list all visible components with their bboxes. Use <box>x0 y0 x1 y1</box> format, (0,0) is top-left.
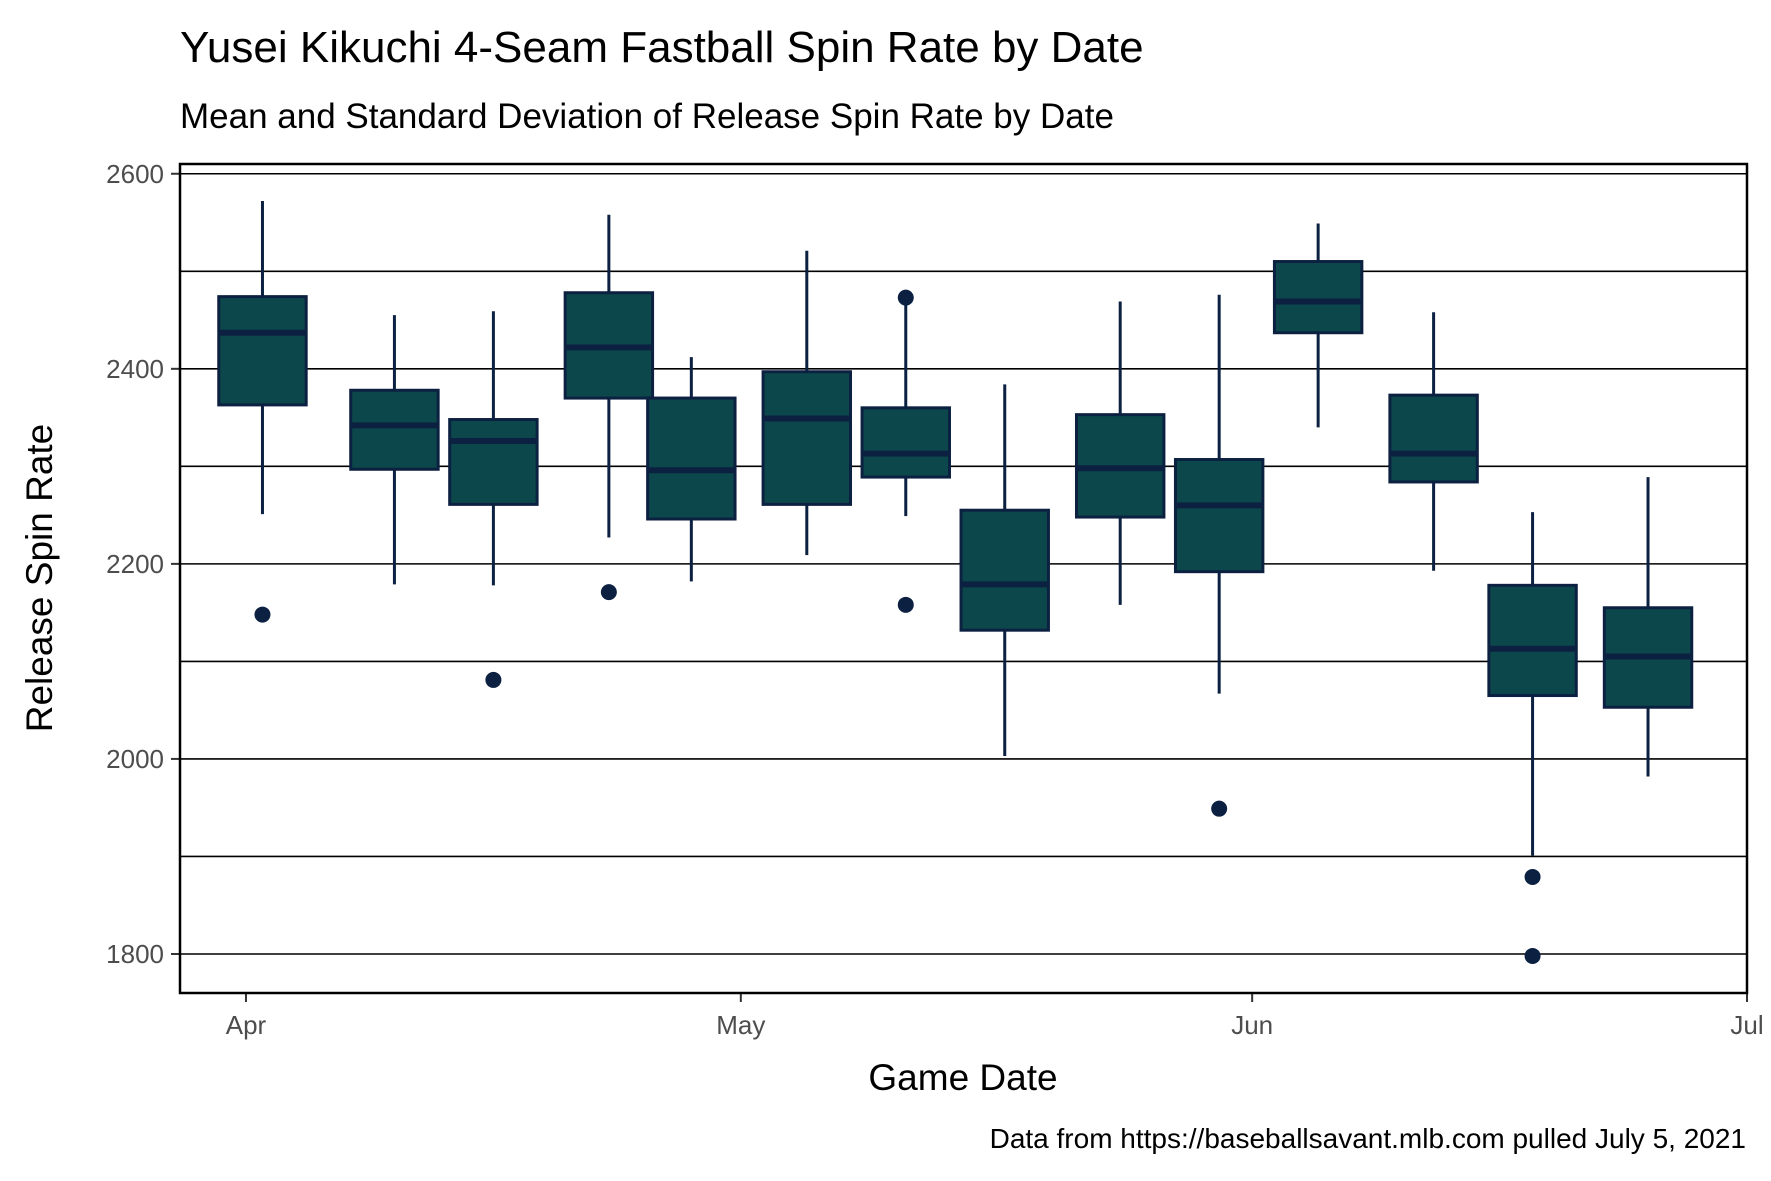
y-tick-label: 2200 <box>106 549 164 579</box>
outlier-point <box>254 606 271 623</box>
box-plots <box>217 201 1694 964</box>
y-tick-label: 2400 <box>106 354 164 384</box>
box-iqr <box>860 406 951 479</box>
chart-title: Yusei Kikuchi 4-Seam Fastball Spin Rate … <box>180 23 1144 72</box>
x-axis: Apr May Jun Jul <box>226 993 1764 1040</box>
outlier-point <box>1524 868 1541 885</box>
box-plot <box>1173 294 1265 817</box>
x-axis-title: Game Date <box>868 1057 1057 1098</box>
box-plot <box>563 214 655 601</box>
box-plot <box>349 315 440 585</box>
x-tick-label: Jul <box>1730 1010 1763 1040</box>
outlier-point <box>897 289 914 306</box>
outlier-point <box>485 671 502 688</box>
box-plot <box>448 311 539 688</box>
x-tick-label: Jun <box>1231 1010 1273 1040</box>
y-axis-title: Release Spin Rate <box>19 424 60 733</box>
box-iqr <box>646 396 737 521</box>
box-plot <box>1487 512 1578 964</box>
outlier-point <box>897 596 914 613</box>
box-plot <box>1074 301 1166 605</box>
box-plot <box>1388 312 1479 571</box>
box-iqr <box>1487 583 1578 698</box>
x-tick-label: Apr <box>226 1010 267 1040</box>
box-iqr <box>217 295 308 407</box>
box-plot <box>1272 223 1364 428</box>
chart-subtitle: Mean and Standard Deviation of Release S… <box>180 97 1114 136</box>
box-plot <box>959 384 1050 757</box>
y-tick-label: 1800 <box>106 939 164 969</box>
box-plot <box>646 357 737 582</box>
box-iqr <box>959 508 1050 632</box>
box-plot <box>217 201 308 623</box>
outlier-point <box>600 584 617 601</box>
x-tick-label: May <box>716 1010 765 1040</box>
box-iqr <box>349 388 440 471</box>
box-plot <box>761 250 853 556</box>
box-iqr <box>761 370 853 506</box>
box-plot <box>860 289 951 613</box>
y-tick-label: 2000 <box>106 744 164 774</box>
box-iqr <box>448 418 539 506</box>
box-plot <box>1602 477 1694 777</box>
outlier-point <box>1524 947 1541 964</box>
caption: Data from https://baseballsavant.mlb.com… <box>990 1123 1746 1154</box>
y-axis: 1800 2000 2200 2400 2600 <box>106 159 180 969</box>
box-iqr <box>1388 393 1479 484</box>
y-tick-label: 2600 <box>106 159 164 189</box>
outlier-point <box>1211 800 1228 817</box>
box-iqr <box>1173 458 1265 574</box>
panel-border <box>178 162 1749 995</box>
box-iqr <box>1272 260 1364 335</box>
